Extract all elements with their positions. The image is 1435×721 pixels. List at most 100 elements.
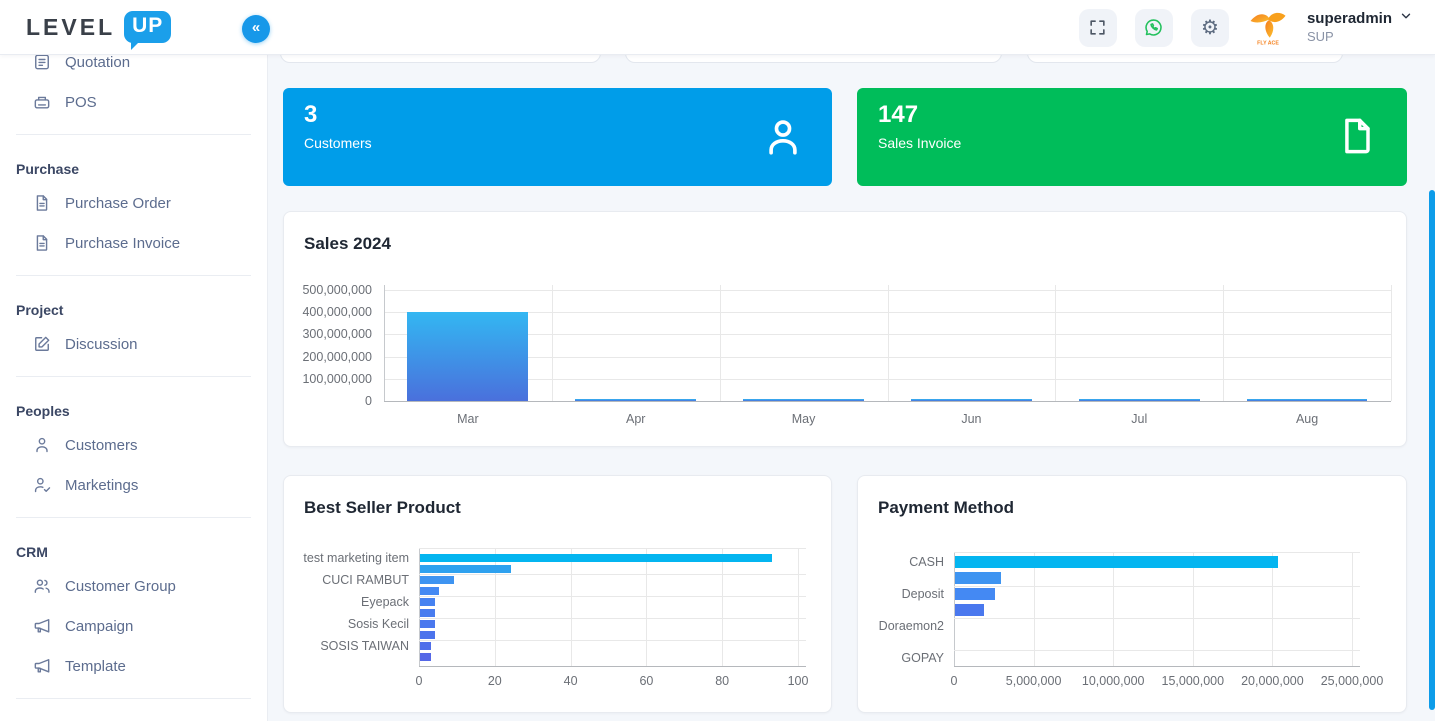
category-separator: [954, 618, 1360, 619]
x-axis-tick-label: 10,000,000: [1081, 674, 1145, 688]
bar-eyepack-1[interactable]: [420, 598, 436, 606]
sidebar-item-quotation[interactable]: Quotation: [0, 55, 267, 82]
whatsapp-button[interactable]: [1134, 8, 1173, 47]
sidebar-collapse-button[interactable]: «: [242, 15, 270, 43]
file-icon: [32, 193, 52, 213]
y-axis-tick-label: 0: [365, 394, 372, 408]
user-name: superadmin: [1306, 10, 1392, 27]
sidebar-item-purchase-invoice[interactable]: Purchase Invoice: [0, 223, 267, 263]
sidebar-item-customers[interactable]: Customers: [0, 425, 267, 465]
fullscreen-button[interactable]: [1078, 8, 1117, 47]
header-actions: ⚙ FLY ACE superadmin: [1078, 0, 1413, 55]
x-gridline: [1352, 552, 1353, 666]
bar-mar[interactable]: [407, 312, 529, 401]
x-axis-tick-label: 60: [639, 674, 654, 688]
bar-eyepack-2[interactable]: [420, 609, 436, 617]
sales-2024-card: Sales 2024 0 100,000,000 200,000,000 300,00…: [283, 211, 1407, 447]
vertical-scrollbar[interactable]: [1429, 190, 1435, 710]
plot-top-line: [954, 552, 1360, 553]
x-gridline: [1192, 552, 1194, 666]
sidebar-divider: [16, 517, 251, 518]
stat-card-sales-invoice[interactable]: 147 Sales Invoice: [857, 88, 1407, 186]
sidebar-divider: [16, 134, 251, 135]
sidebar-item-template[interactable]: Template: [0, 646, 267, 686]
x-gridline: [954, 552, 955, 666]
sidebar-item-marketings[interactable]: Marketings: [0, 465, 267, 505]
file-outline-icon: [1335, 114, 1381, 160]
category-separator: [954, 586, 1360, 587]
bar-cash-2[interactable]: [955, 572, 1002, 584]
sidebar-divider: [16, 376, 251, 377]
bar-may[interactable]: [743, 399, 864, 401]
category-separator: [419, 640, 806, 641]
bar-sosis-taiwan-1[interactable]: [420, 642, 432, 650]
plot-baseline: [419, 666, 806, 667]
sidebar-item-label: Template: [65, 657, 126, 675]
levelup-logo: LEVEL UP: [26, 11, 172, 50]
category-label-eyepack: Eyepack: [361, 595, 409, 609]
sidebar-item-label: Discussion: [65, 335, 138, 353]
x-axis-tick-label: 20,000,000: [1241, 674, 1304, 688]
x-axis-tick-label: 15,000,000: [1161, 674, 1225, 688]
settings-button[interactable]: ⚙: [1190, 8, 1229, 47]
person-icon: [32, 435, 52, 455]
bar-deposit-2[interactable]: [955, 604, 984, 616]
sidebar-divider: [16, 275, 251, 276]
category-separator: [419, 618, 806, 619]
bar-aug[interactable]: [1246, 399, 1368, 401]
x-gridline: [798, 548, 799, 666]
sidebar-item-discussion[interactable]: Discussion: [0, 324, 267, 364]
stat-label: Customers: [304, 135, 372, 151]
bar-sosis-kecil-2[interactable]: [420, 631, 436, 639]
sidebar-item-customer-group[interactable]: Customer Group: [0, 566, 267, 606]
bar-sosis-taiwan-2[interactable]: [420, 653, 432, 661]
x-axis-tick-label: Jun: [961, 412, 982, 426]
bar-test-marketing-item-1[interactable]: [420, 554, 773, 562]
chevron-down-icon: [1399, 9, 1413, 29]
bar-jul[interactable]: [1078, 398, 1200, 401]
x-gridline: [1223, 285, 1225, 401]
x-axis-tick-label: 0: [415, 674, 423, 688]
category-label-test-marketing-item: test marketing item: [303, 551, 409, 565]
user-role: SUP: [1306, 29, 1334, 45]
x-gridline: [1055, 285, 1057, 401]
bar-cuci-rambut-2[interactable]: [420, 587, 439, 595]
user-menu[interactable]: superadmin SUP: [1307, 9, 1413, 45]
fullscreen-icon: [1088, 18, 1107, 37]
x-gridline: [419, 548, 420, 666]
top-header: LEVEL UP ⚙: [0, 0, 1435, 55]
sidebar-item-purchase-order[interactable]: Purchase Order: [0, 183, 267, 223]
y-axis-tick-label: 100,000,000: [302, 371, 372, 386]
quotation-icon: [32, 55, 52, 72]
bar-apr[interactable]: [575, 399, 697, 401]
bar-cash-1[interactable]: [955, 556, 1279, 568]
x-axis-tick-label: 80: [715, 674, 730, 688]
x-axis-tick-label: Mar: [457, 412, 479, 426]
category-label-cuci-rambut: CUCI RAMBUT: [322, 573, 409, 587]
sidebar-item-pos[interactable]: POS: [0, 82, 267, 122]
bar-test-marketing-item-2[interactable]: [420, 565, 511, 573]
avatar[interactable]: FLY ACE: [1247, 7, 1289, 49]
x-gridline: [570, 548, 572, 666]
sidebar-item-campaign[interactable]: Campaign: [0, 606, 267, 646]
payment-method-title: Payment Method: [878, 498, 1015, 517]
y-axis-tick-label: 300,000,000: [302, 327, 372, 342]
payment-method-card: Payment Method 0 5,000,000 10,000,000 15,00…: [857, 475, 1407, 713]
bar-sosis-kecil-1[interactable]: [420, 620, 436, 628]
megaphone-icon: [32, 656, 52, 676]
whatsapp-icon: [1143, 17, 1164, 38]
bar-jun[interactable]: [910, 399, 1032, 401]
x-axis-tick-label: 40: [563, 674, 578, 688]
x-axis-tick-label: 0: [950, 674, 958, 688]
x-axis-tick-label: 5,000,000: [1005, 674, 1062, 688]
plot-top-line: [419, 548, 806, 549]
bar-deposit-1[interactable]: [955, 588, 995, 600]
sidebar-item-label: Customers: [65, 436, 138, 454]
bar-cuci-rambut-1[interactable]: [420, 576, 455, 584]
file-icon: [32, 233, 52, 253]
x-axis-tick-label: Apr: [626, 412, 646, 426]
stat-card-customers[interactable]: 3 Customers: [283, 88, 832, 186]
sidebar-nav: Quotation POS Purchase Purchase Order Purcha…: [0, 55, 267, 699]
svg-text:FLY ACE: FLY ACE: [1257, 40, 1279, 46]
